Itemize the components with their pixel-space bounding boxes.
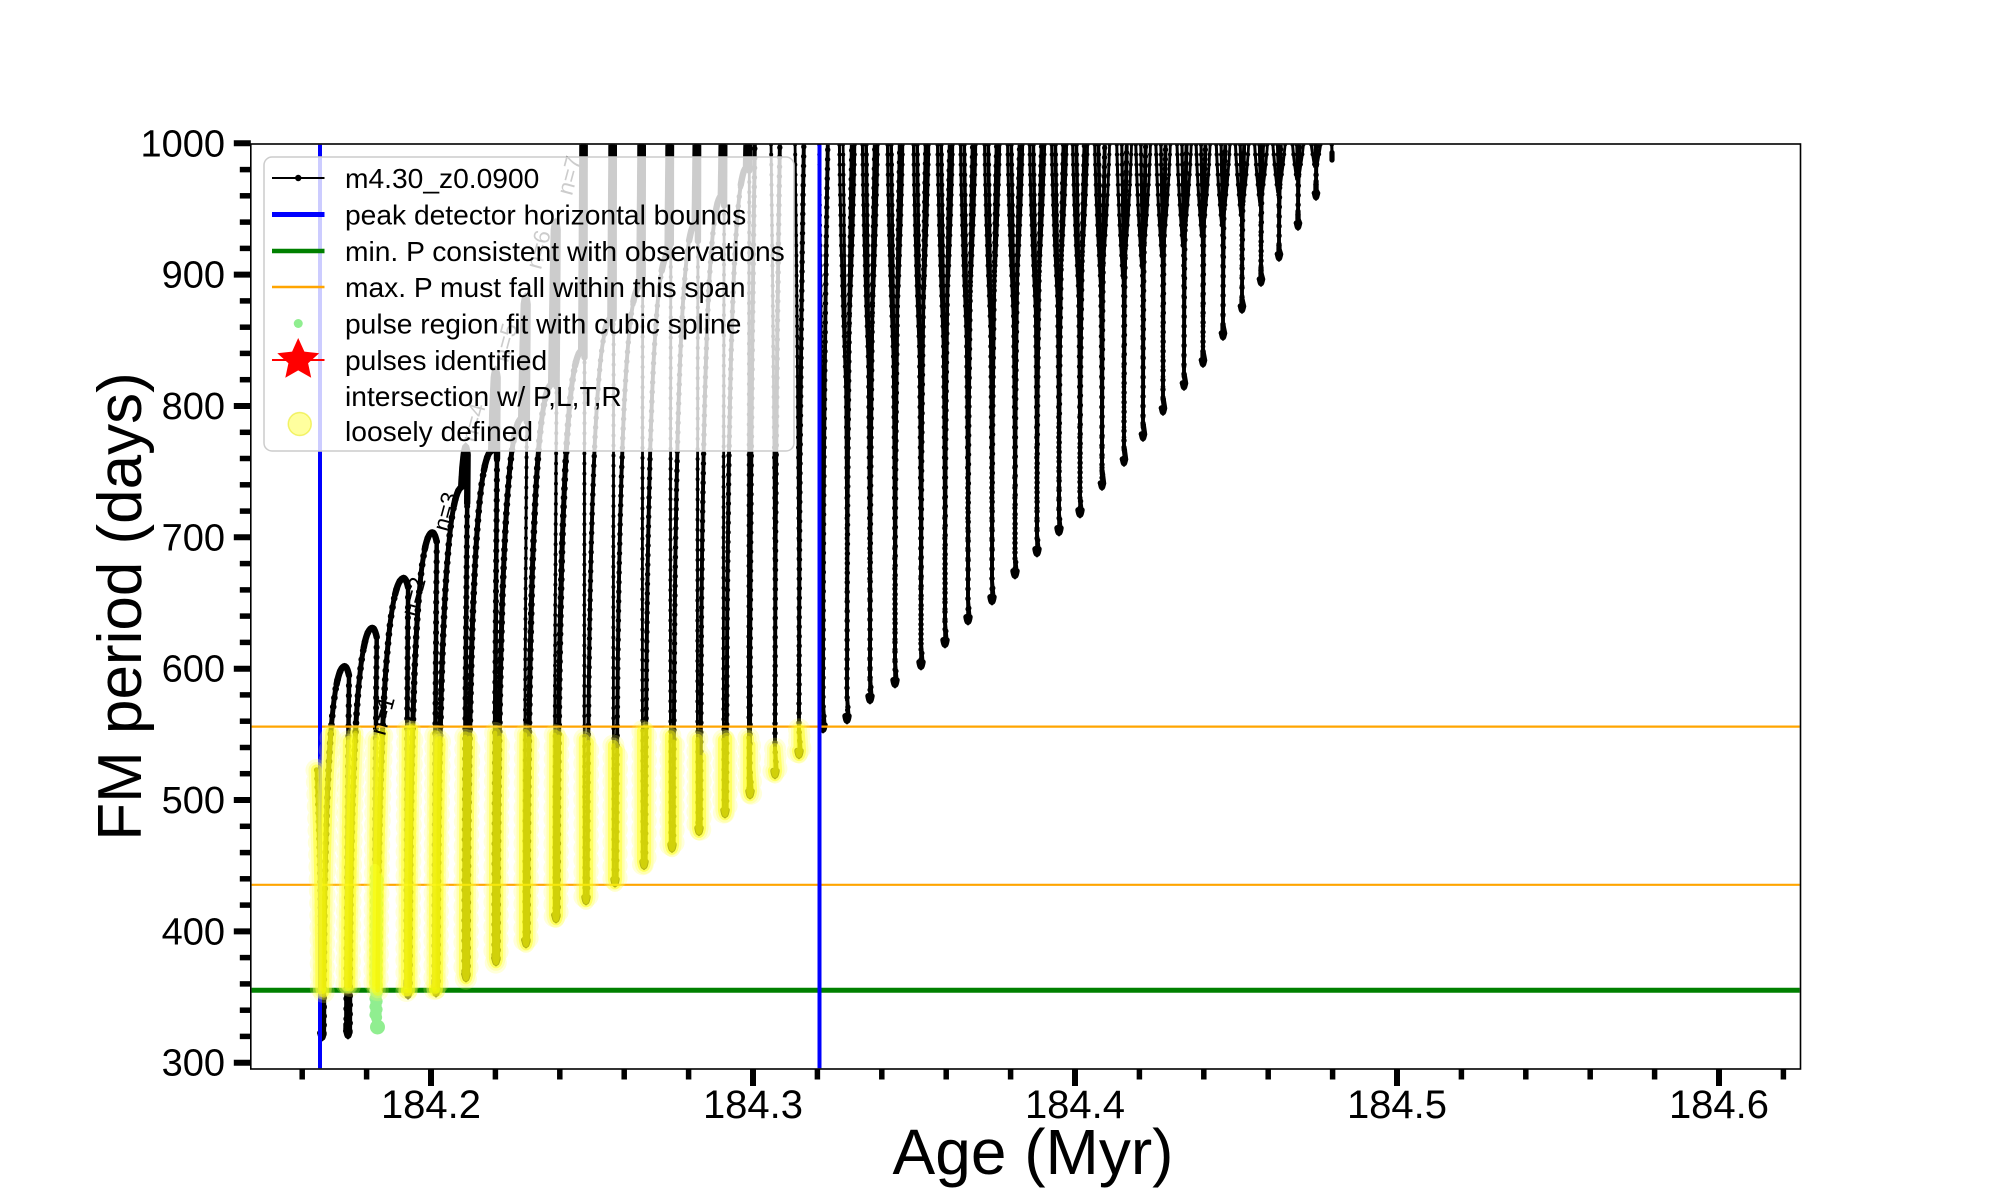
svg-text:184.3: 184.3 (703, 1083, 803, 1127)
svg-text:900: 900 (162, 255, 225, 297)
svg-text:300: 300 (162, 1043, 225, 1085)
svg-text:FM period (days): FM period (days) (86, 372, 155, 841)
svg-text:intersection w/ P,L,T,R: intersection w/ P,L,T,R (345, 380, 622, 412)
svg-text:600: 600 (162, 649, 225, 691)
svg-text:peak detector horizontal bound: peak detector horizontal bounds (345, 199, 746, 231)
svg-text:min. P consistent with observa: min. P consistent with observations (345, 235, 785, 267)
svg-text:m4.30_z0.0900: m4.30_z0.0900 (345, 162, 539, 194)
svg-text:pulse region fit with cubic sp: pulse region fit with cubic spline (345, 308, 741, 340)
svg-text:700: 700 (162, 517, 225, 559)
svg-text:400: 400 (162, 911, 225, 953)
svg-text:800: 800 (162, 386, 225, 428)
svg-text:loosely defined: loosely defined (345, 415, 533, 447)
svg-text:184.5: 184.5 (1347, 1083, 1447, 1127)
svg-text:184.2: 184.2 (381, 1083, 481, 1127)
svg-text:184.6: 184.6 (1669, 1083, 1769, 1127)
svg-text:Age (Myr): Age (Myr) (893, 1116, 1174, 1188)
svg-text:184.4: 184.4 (1025, 1083, 1125, 1127)
svg-text:1000: 1000 (140, 123, 225, 165)
svg-text:500: 500 (162, 780, 225, 822)
svg-text:max. P must fall within this s: max. P must fall within this span (345, 271, 746, 303)
svg-text:pulses identified: pulses identified (345, 344, 547, 376)
